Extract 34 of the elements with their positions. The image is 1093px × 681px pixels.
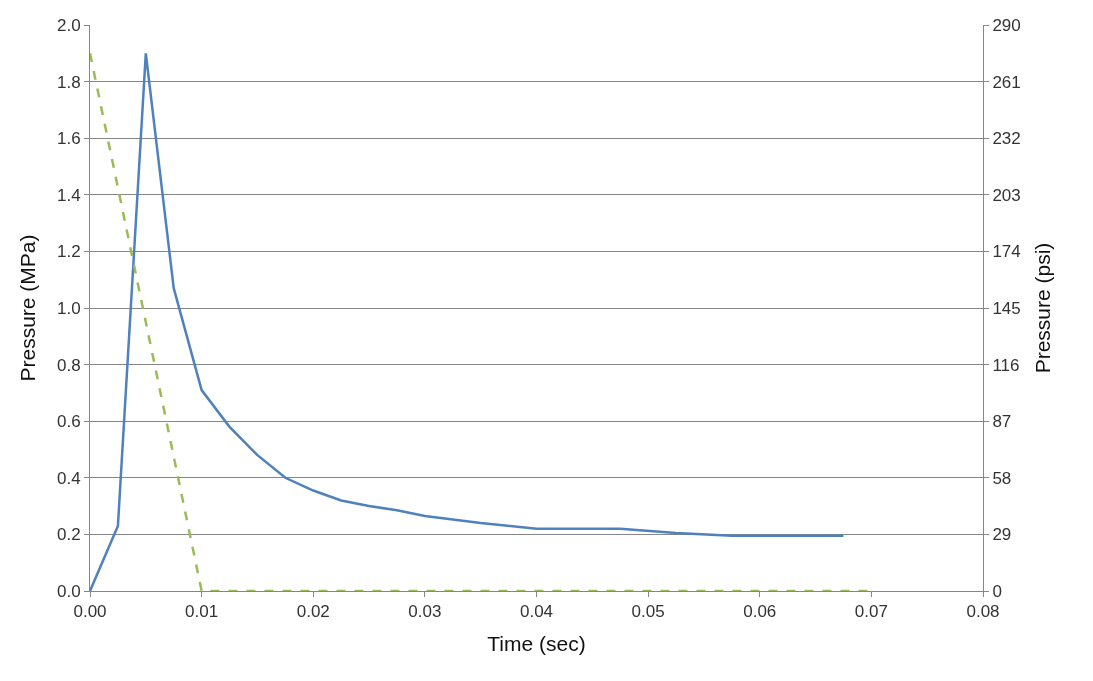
x-tick-label: 0.01 — [185, 602, 219, 622]
y2-tick-label: 261 — [992, 72, 1021, 92]
x-tick-label: 0.08 — [966, 602, 1000, 622]
x-tick-label: 0.00 — [73, 602, 107, 622]
y2-tick-label: 174 — [992, 242, 1021, 262]
y-tick-label: 1.4 — [56, 185, 81, 205]
y-axis-title: Pressure (MPa) — [16, 234, 40, 382]
y2-axis-title: Pressure (psi) — [1030, 242, 1054, 374]
y-tick-label: 1.2 — [56, 242, 81, 262]
y-tick-label: 0.4 — [56, 468, 81, 488]
y2-tick-label: 203 — [992, 185, 1021, 205]
y2-tick-label: 232 — [992, 129, 1021, 149]
y-tick-label: 1.8 — [56, 72, 81, 92]
y2-tick-label: 58 — [992, 468, 1012, 488]
x-tick-label: 0.06 — [743, 602, 777, 622]
y-tick-label: 1.6 — [56, 129, 81, 149]
y2-tick-label: 290 — [992, 15, 1021, 35]
x-tick-label: 0.07 — [854, 602, 888, 622]
x-axis-title: Time (sec) — [487, 631, 586, 655]
y-tick-label: 0.0 — [56, 581, 81, 601]
y2-tick-label: 87 — [992, 412, 1012, 432]
x-tick-label: 0.03 — [408, 602, 442, 622]
y2-tick-label: 29 — [992, 525, 1012, 545]
y-tick-label: 1.0 — [56, 298, 81, 318]
y-tick-label: 0.6 — [56, 412, 81, 432]
y2-tick-label: 0 — [992, 581, 1002, 601]
x-tick-label: 0.02 — [296, 602, 330, 622]
y2-tick-label: 145 — [992, 298, 1021, 318]
x-tick-label: 0.05 — [631, 602, 665, 622]
x-tick-label: 0.04 — [519, 602, 554, 622]
y-tick-label: 2.0 — [56, 15, 81, 35]
y-tick-label: 0.2 — [56, 525, 81, 545]
y-tick-label: 0.8 — [56, 355, 81, 375]
y2-tick-label: 116 — [992, 355, 1020, 375]
